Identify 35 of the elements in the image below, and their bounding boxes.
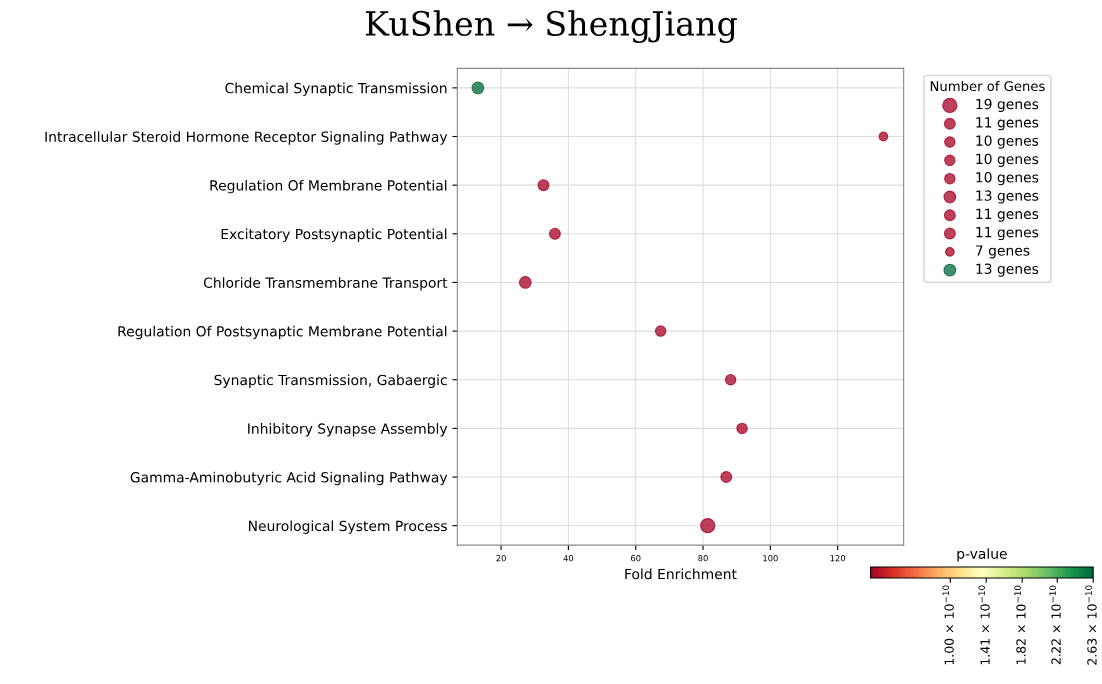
x-tick-label: 40: [563, 555, 574, 562]
y-tick-label: Chloride Transmembrane Transport: [203, 277, 448, 291]
y-tick-label: Gamma-Aminobutyric Acid Signaling Pathway: [130, 471, 448, 486]
legend-label: 11 genes: [976, 227, 1039, 241]
legend-label: 13 genes: [976, 190, 1039, 204]
y-tick-label: Neurological System Process: [249, 520, 447, 534]
x-tick-label: 20: [496, 555, 506, 562]
chart-title: KuShen → ShengJiang: [365, 10, 737, 43]
x-tick-label: 80: [698, 555, 708, 562]
color-bar-label: 2.22 × 10$^{−10}$: [1049, 585, 1061, 665]
y-tick-label: Regulation Of Membrane Potential: [210, 179, 447, 194]
color-bar-label: 1.41 × 10$^{−10}$: [978, 585, 990, 665]
y-tick-label: Excitatory Postsynaptic Potential: [221, 228, 447, 242]
y-tick-label: Regulation Of Postsynaptic Membrane Potential: [118, 325, 447, 340]
x-axis-title: Fold Enrichment: [625, 568, 737, 580]
legend-label: 10 genes: [976, 153, 1039, 167]
y-tick-label: Intracellular Steroid Hormone Receptor Signaling Pathway: [45, 131, 448, 145]
color-bar-label: 2.63 × 10$^{−10}$: [1085, 585, 1097, 665]
color-bar-label: 1.82 × 10$^{−10}$: [1014, 585, 1026, 665]
x-tick-label: 120: [830, 555, 846, 562]
legend-label: 19 genes: [976, 98, 1039, 112]
x-tick-label: 60: [631, 555, 641, 562]
y-tick-label: Chemical Synaptic Transmission: [225, 82, 447, 97]
legend-label: 10 genes: [976, 135, 1039, 149]
y-tick-label: Inhibitory Synapse Assembly: [248, 423, 448, 437]
x-tick-label: 100: [763, 555, 778, 562]
legend-label: 7 genes: [976, 245, 1030, 259]
legend-label: 11 genes: [976, 208, 1039, 222]
legend-label: 11 genes: [976, 117, 1039, 131]
legend-label: 10 genes: [976, 171, 1039, 186]
legend-title: Number of Genes: [930, 80, 1045, 92]
legend-label: 13 genes: [976, 263, 1039, 277]
color-bar-title: p-value: [957, 548, 1007, 562]
color-bar-label: 1.00 × 10$^{−10}$: [942, 585, 954, 665]
y-tick-label: Synaptic Transmission, Gabaergic: [214, 374, 447, 388]
